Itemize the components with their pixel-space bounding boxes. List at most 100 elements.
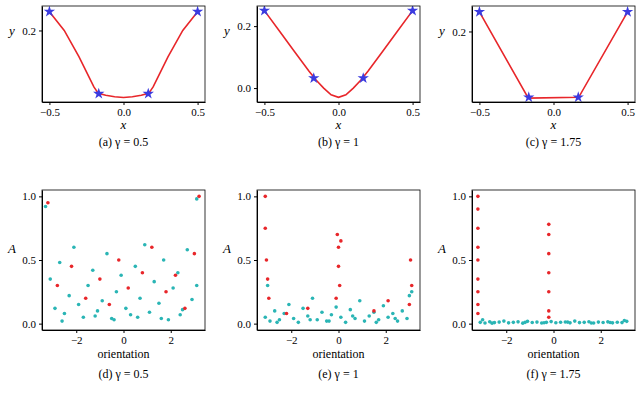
point: [566, 320, 570, 324]
tick: −0.5: [255, 102, 275, 118]
star-marker: [44, 6, 55, 16]
point: [297, 321, 301, 325]
tick-mark: [39, 196, 42, 197]
point: [338, 284, 342, 288]
point: [157, 301, 161, 305]
point: [115, 290, 119, 294]
plot-area: [263, 195, 413, 325]
tick-mark: [554, 330, 555, 333]
tick-mark: [413, 102, 414, 105]
tick: 0.0: [547, 102, 561, 118]
tick-mark: [554, 102, 555, 105]
x-axis: −0.50.00.5: [470, 102, 636, 118]
point: [408, 303, 412, 307]
tick: −0.5: [40, 102, 60, 118]
point: [86, 284, 90, 288]
point: [358, 299, 362, 303]
tick-mark: [124, 330, 125, 333]
x-axis: −202: [258, 330, 421, 346]
point: [266, 284, 270, 288]
subplot-caption: (f) γ = 1.75: [526, 367, 580, 381]
tick: 0.0: [237, 82, 257, 94]
tick-mark: [254, 324, 257, 325]
point: [320, 310, 324, 314]
tick: 0.5: [621, 102, 635, 118]
x-axis-label: orientation: [313, 347, 365, 361]
y-axis: 0.00.2: [237, 7, 257, 103]
tick-label: −2: [501, 334, 513, 346]
tick-mark: [254, 196, 257, 197]
point: [336, 233, 340, 237]
point: [330, 313, 334, 317]
point: [547, 233, 551, 237]
plot-area: [474, 6, 634, 102]
point: [334, 296, 338, 300]
tick-label: 2: [168, 334, 174, 346]
tick-label: 0.0: [117, 106, 131, 118]
tick-label: 1.0: [22, 190, 36, 202]
point: [306, 307, 310, 311]
point: [44, 205, 48, 209]
point: [512, 321, 516, 325]
point: [58, 261, 62, 265]
point: [374, 321, 378, 325]
figure: −0.50.00.50.2yx(a) γ = 0.5−0.50.00.50.00…: [0, 0, 640, 399]
point: [306, 314, 310, 318]
tick-mark: [76, 330, 77, 333]
point: [77, 303, 81, 307]
point: [476, 245, 480, 249]
tick: 0.5: [237, 254, 257, 266]
tick-mark: [339, 330, 340, 333]
y-axis-label: A: [7, 241, 16, 256]
point: [159, 317, 163, 321]
point: [327, 319, 331, 323]
point: [48, 277, 52, 281]
y-axis-label: A: [437, 241, 446, 256]
point: [339, 315, 343, 319]
point: [46, 201, 50, 205]
point: [349, 308, 353, 312]
tick: 0: [121, 330, 127, 346]
point: [108, 303, 112, 307]
point: [98, 277, 102, 281]
frame: [257, 190, 420, 330]
point: [311, 296, 315, 300]
subplot-caption: (c) γ = 1.75: [526, 135, 581, 149]
point: [67, 294, 71, 298]
point: [481, 318, 485, 322]
point: [409, 258, 413, 262]
point: [483, 321, 487, 325]
point: [301, 307, 305, 311]
point: [265, 258, 269, 262]
frame: [472, 6, 635, 102]
tick: 0.5: [452, 254, 472, 266]
point: [185, 248, 189, 252]
axis-line: [42, 191, 43, 331]
star-marker: [573, 91, 584, 102]
point: [372, 309, 376, 313]
subplot-caption: (b) γ = 1: [318, 135, 359, 149]
point: [497, 320, 501, 324]
tick-mark: [49, 102, 50, 105]
y-axis-label: y: [7, 23, 15, 38]
point: [337, 265, 341, 269]
tick: 0.5: [406, 102, 420, 118]
point: [400, 309, 404, 313]
star-marker: [474, 6, 485, 17]
point: [117, 258, 121, 262]
tick-mark: [39, 30, 42, 31]
tick: 0.2: [452, 25, 472, 37]
point: [136, 315, 140, 319]
point: [150, 245, 154, 249]
tick-label: 0.0: [332, 106, 346, 118]
tick: 2: [168, 330, 174, 346]
x-axis-label: x: [335, 117, 342, 132]
subplot-caption: (d) γ = 0.5: [98, 367, 148, 381]
point: [267, 296, 271, 300]
x-axis-label: x: [550, 117, 557, 132]
panel: −0.50.00.50.2yx(c) γ = 1.75: [437, 6, 635, 149]
axis-line: [257, 191, 258, 331]
tick-mark: [469, 260, 472, 261]
tick-label: −0.5: [255, 106, 275, 118]
point: [547, 252, 551, 256]
